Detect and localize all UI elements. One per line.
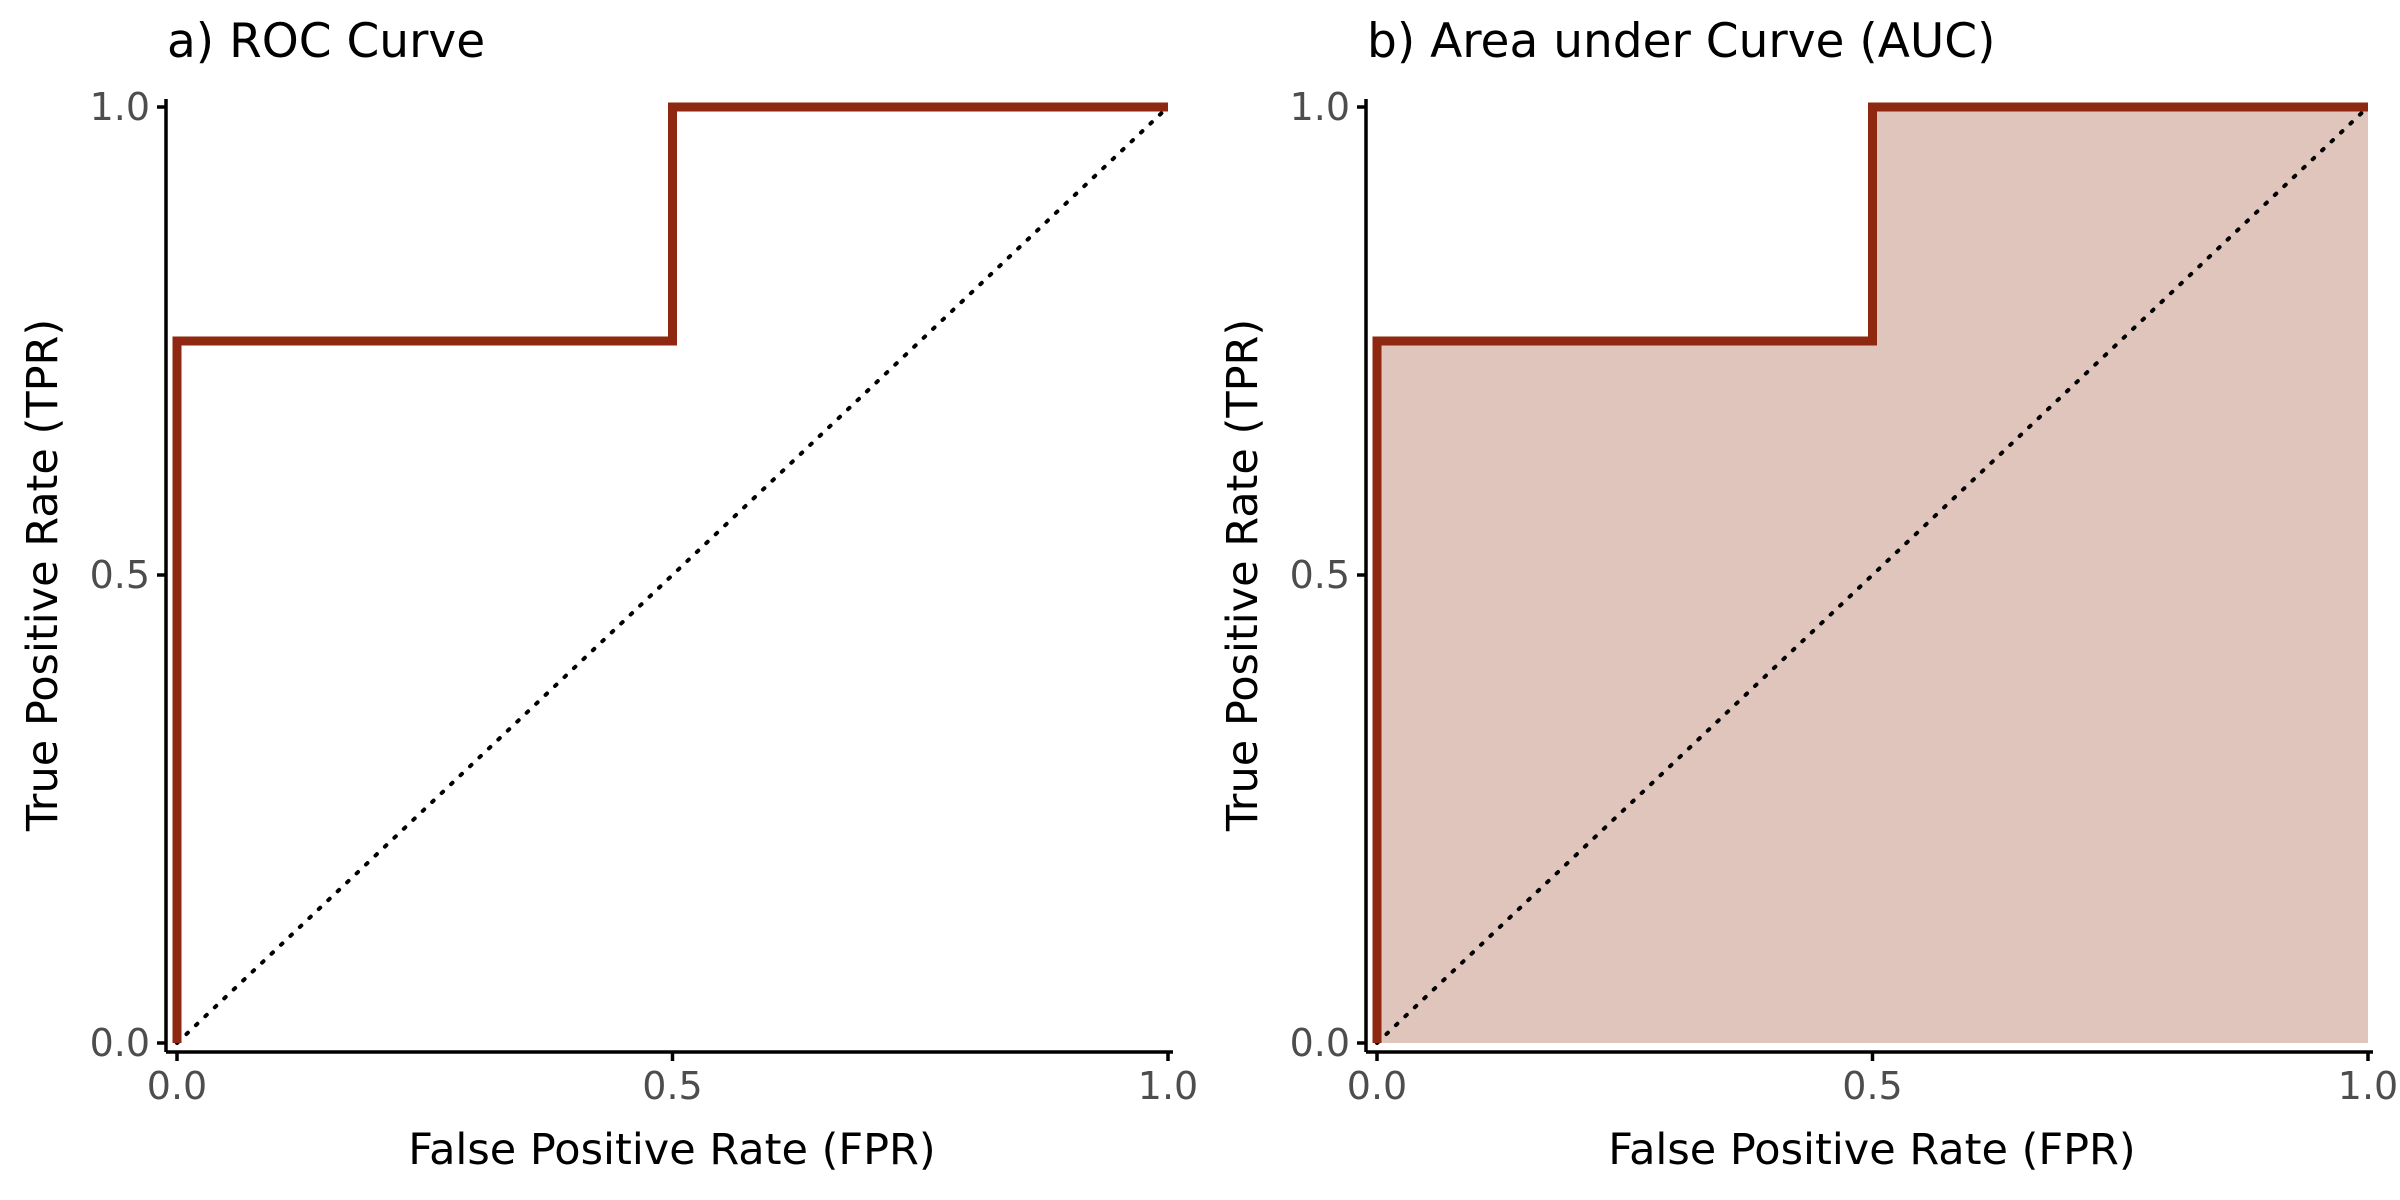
roc-curve-line xyxy=(1372,102,2368,1043)
x-tick-label: 0.0 xyxy=(1347,1064,1407,1108)
x-tick-label: 1.0 xyxy=(1138,1064,1198,1108)
x-tick-label: 0.5 xyxy=(1842,1064,1902,1108)
x-tick-label: 0.0 xyxy=(147,1064,207,1108)
y-tick-label: 0.5 xyxy=(90,553,150,597)
x-axis-title: False Positive Rate (FPR) xyxy=(1608,1125,2135,1175)
y-axis-title: True Positive Rate (TPR) xyxy=(18,319,68,832)
roc-curve-line xyxy=(172,102,1168,1043)
y-tick-label: 1.0 xyxy=(90,85,150,129)
y-tick-label: 0.0 xyxy=(90,1021,150,1065)
roc-curve-panel: a) ROC Curve False Positive Rate (FPR) T… xyxy=(18,14,1198,1175)
y-tick-label: 0.5 xyxy=(1290,553,1350,597)
y-tick-label: 0.0 xyxy=(1290,1021,1350,1065)
panel-title: a) ROC Curve xyxy=(167,14,485,69)
auc-panel: b) Area under Curve (AUC) False Positive… xyxy=(1218,14,2398,1175)
x-axis-title: False Positive Rate (FPR) xyxy=(408,1125,935,1175)
panel-title: b) Area under Curve (AUC) xyxy=(1367,14,1995,69)
x-tick-label: 0.5 xyxy=(642,1064,702,1108)
x-tick-label: 1.0 xyxy=(2338,1064,2398,1108)
y-axis-title: True Positive Rate (TPR) xyxy=(1218,319,1268,832)
y-tick-label: 1.0 xyxy=(1290,85,1350,129)
